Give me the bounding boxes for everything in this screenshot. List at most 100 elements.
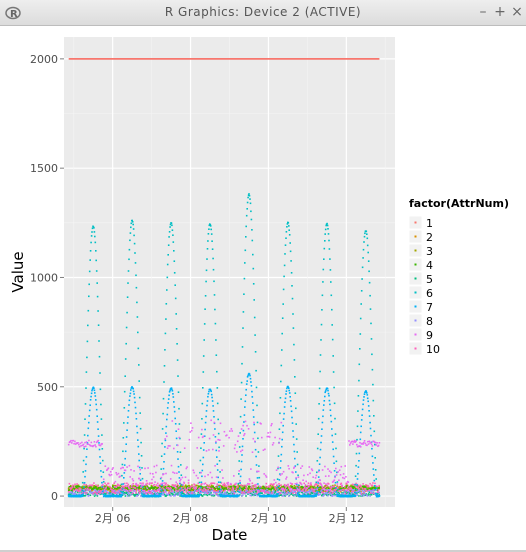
data-point: [363, 441, 365, 444]
data-point: [164, 439, 167, 442]
data-point: [193, 471, 195, 474]
data-point: [366, 444, 368, 447]
data-point: [356, 478, 359, 480]
data-point: [245, 486, 247, 489]
data-point: [126, 311, 128, 314]
data-point: [73, 486, 76, 488]
data-point: [325, 483, 328, 486]
data-point: [224, 483, 226, 486]
data-point: [374, 457, 376, 459]
data-point: [214, 487, 216, 490]
data-point: [288, 234, 291, 236]
data-point: [371, 445, 374, 447]
data-point: [238, 490, 240, 492]
data-point: [212, 405, 214, 407]
data-point: [221, 469, 223, 471]
data-point: [201, 485, 203, 488]
data-point: [176, 359, 179, 361]
data-point: [367, 405, 370, 407]
data-point: [119, 486, 122, 489]
data-point: [175, 313, 177, 315]
data-point: [168, 492, 171, 494]
data-point: [275, 469, 278, 471]
data-point: [282, 288, 285, 291]
data-point: [116, 490, 119, 493]
data-point: [93, 389, 96, 392]
data-point: [324, 228, 327, 231]
data-point: [91, 491, 94, 494]
data-point: [216, 463, 219, 465]
data-point: [337, 490, 339, 492]
data-point: [222, 493, 224, 495]
data-point: [167, 398, 170, 400]
data-point: [135, 418, 138, 420]
data-point: [195, 487, 197, 490]
data-point: [242, 327, 244, 329]
data-point: [138, 396, 141, 399]
data-point: [210, 390, 212, 393]
data-point: [291, 483, 294, 485]
data-point: [372, 489, 374, 491]
data-point: [214, 322, 217, 325]
data-point: [191, 488, 193, 491]
data-point: [285, 490, 288, 492]
data-point: [101, 481, 103, 484]
data-point: [194, 490, 197, 493]
data-point: [369, 427, 372, 430]
data-point: [296, 487, 298, 489]
data-point: [166, 487, 168, 489]
data-point: [344, 487, 347, 489]
data-point: [302, 488, 305, 490]
data-point: [327, 483, 330, 485]
title-bar[interactable]: R R Graphics: Device 2 (ACTIVE) – + ×: [0, 0, 526, 26]
data-point: [186, 485, 188, 488]
data-point: [130, 487, 132, 489]
data-point: [175, 487, 178, 489]
data-point: [158, 489, 160, 492]
data-point: [253, 489, 256, 492]
data-point: [211, 240, 213, 242]
data-point: [346, 489, 349, 491]
data-point: [358, 452, 361, 455]
data-point: [128, 464, 131, 467]
close-button[interactable]: ×: [511, 4, 523, 20]
data-point: [102, 490, 104, 492]
data-point: [231, 430, 233, 432]
data-point: [216, 370, 218, 373]
minimize-button[interactable]: –: [479, 4, 487, 20]
data-point: [332, 490, 335, 493]
data-point: [145, 492, 148, 495]
data-point: [100, 403, 102, 406]
data-point: [90, 235, 93, 237]
data-point: [180, 491, 182, 494]
data-point: [253, 431, 256, 434]
data-point: [240, 468, 242, 471]
data-point: [208, 490, 210, 493]
maximize-button[interactable]: +: [494, 4, 506, 20]
data-point: [123, 472, 126, 474]
data-point: [368, 281, 371, 284]
data-point: [342, 473, 345, 475]
data-point: [319, 448, 322, 451]
data-point: [174, 284, 176, 286]
data-point: [340, 493, 343, 496]
data-point: [133, 242, 136, 245]
data-point: [129, 232, 132, 234]
data-point: [154, 492, 157, 494]
data-point: [128, 258, 130, 261]
data-point: [221, 489, 223, 491]
data-point: [298, 490, 300, 492]
data-point: [187, 487, 189, 489]
data-point: [197, 491, 200, 494]
data-point: [310, 488, 312, 491]
data-point: [215, 442, 217, 444]
data-point: [67, 443, 70, 446]
data-point: [95, 489, 97, 492]
data-point: [327, 228, 329, 230]
data-point: [240, 490, 242, 492]
data-point: [187, 492, 190, 495]
data-point: [203, 435, 206, 437]
data-point: [320, 435, 323, 437]
data-point: [313, 484, 316, 487]
data-point: [82, 471, 84, 473]
